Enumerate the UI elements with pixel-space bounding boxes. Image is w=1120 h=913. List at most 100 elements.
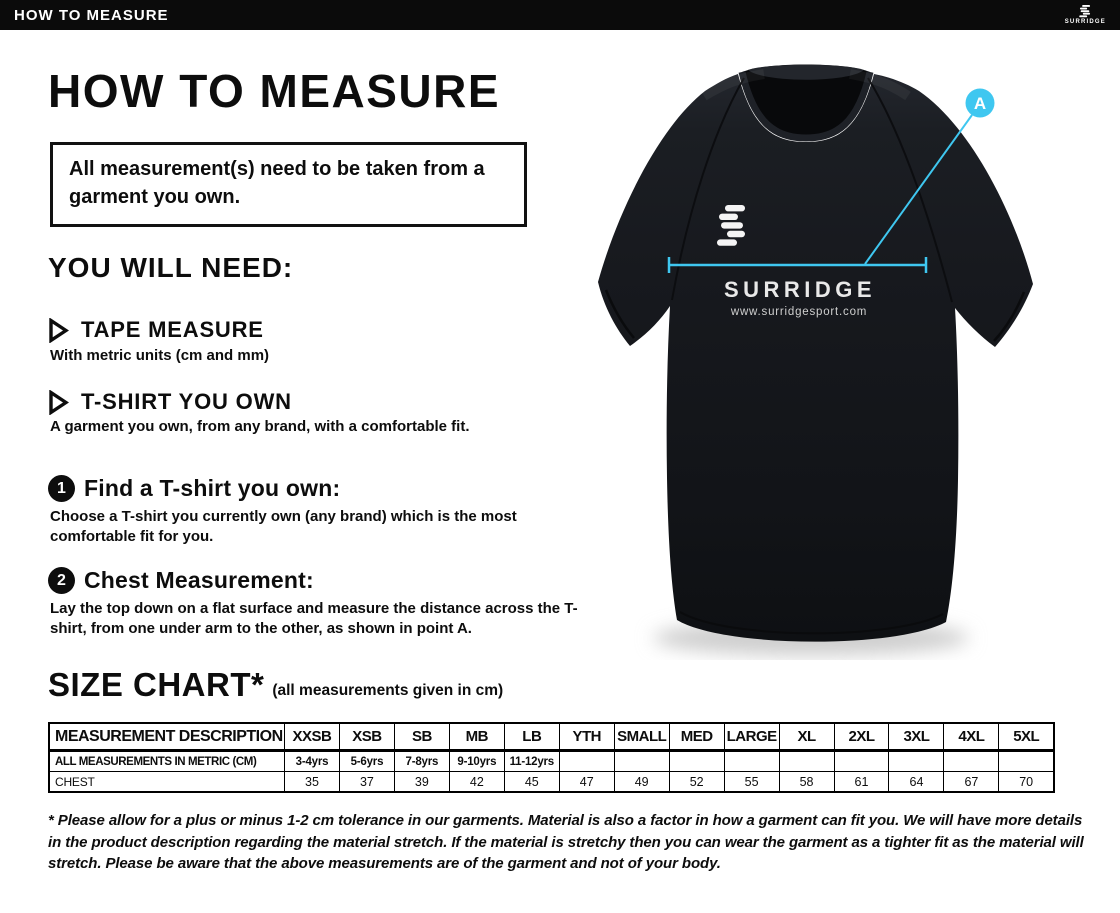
triangle-bullet-icon [49,389,69,415]
table-cell: 5-6yrs [338,750,395,772]
col-header-size: 2XL [833,722,890,752]
table-cell: 70 [998,771,1055,793]
table-cell [723,750,780,772]
table-cell: 9-10yrs [448,750,505,772]
shirt-body [598,74,1033,642]
step-1-title: Find a T-shirt you own: [84,475,341,501]
you-will-need-heading: YOU WILL NEED: [48,252,294,283]
col-header-size: 5XL [998,722,1055,752]
table-cell: 55 [723,771,780,793]
shirt-seam-right [867,77,953,303]
table-cell: 61 [833,771,890,793]
shirt-collar-opening [742,64,870,138]
step-2-number-badge: 2 [48,567,75,594]
table-cell: 64 [888,771,945,793]
size-chart-table-body: ALL MEASUREMENTS IN METRIC (CM) 3-4yrs 5-6… [48,750,1055,793]
col-header-size: XSB [338,722,395,752]
need-item-description: A garment you own, from any brand, with … [50,418,470,435]
table-cell: 45 [503,771,560,793]
need-item-title: TAPE MEASURE [81,317,264,342]
shirt-website-text: www.surridgesport.com [730,306,867,318]
table-cell: 11-12yrs [503,750,560,772]
col-header-size: LARGE [723,722,780,752]
step-2-description: Lay the top down on a flat surface and m… [50,600,578,637]
page-title: HOW TO MEASURE [48,65,501,117]
table-cell: 47 [558,771,615,793]
shirt-collar-rim [738,71,874,142]
col-header-size: XXSB [284,722,340,752]
table-cell: 42 [448,771,505,793]
step-2-title: Chest Measurement: [84,567,314,593]
col-header-size: MED [668,722,725,752]
tshirt-illustration: A SURRIDGE www.surridgesport.com [578,60,1120,660]
col-header-size: 4XL [943,722,1000,752]
step-1-number-badge: 1 [48,475,75,502]
table-cell: 67 [943,771,1000,793]
table-header-row: MEASUREMENT DESCRIPTION XXSB XSB SB MB LB YTH S… [48,722,1055,752]
tolerance-footnote: * Please allow for a plus or minus 1-2 c… [48,812,1084,873]
table-cell: 35 [284,771,340,793]
notice-box: All measurement(s) need to be taken from… [50,142,527,227]
marker-a-callout-line [864,114,973,265]
need-item-tshirt: T-SHIRT YOU OWN [48,389,292,415]
size-chart-table: MEASUREMENT DESCRIPTION XXSB XSB SB MB LB YTH S… [48,722,1055,793]
col-header-size: 3XL [888,722,945,752]
shirt-collar-back [748,64,864,80]
table-cell [613,750,670,772]
table-cell: ALL MEASUREMENTS IN METRIC (CM) [48,750,285,772]
table-cell: 39 [393,771,450,793]
col-header-size: MB [448,722,505,752]
table-cell [668,750,725,772]
table-row: CHEST 35 37 39 42 45 47 49 52 55 58 61 64 67 70 [48,771,1055,793]
surridge-wordmark: SURRIDGE [1064,19,1106,25]
shirt-seam-left [671,77,745,301]
marker-a-label: A [974,94,986,113]
table-cell: CHEST [48,771,285,793]
col-header-size: SB [393,722,450,752]
size-chart-title: SIZE CHART* [48,666,265,703]
col-header-size: LB [503,722,560,752]
notice-text: All measurement(s) need to be taken from… [69,158,485,208]
size-chart-heading: SIZE CHART* (all measurements given in c… [48,666,503,704]
table-row: ALL MEASUREMENTS IN METRIC (CM) 3-4yrs 5-6… [48,750,1055,772]
step-1-row: 1 Find a T-shirt you own: [48,475,340,502]
table-cell: 7-8yrs [393,750,450,772]
shoulder-highlight-left [701,69,765,101]
size-chart-subtitle: (all measurements given in cm) [272,682,504,699]
table-cell: 3-4yrs [284,750,340,772]
triangle-bullet-icon [49,317,69,343]
top-bar-title: HOW TO MEASURE [14,6,169,24]
table-cell [558,750,615,772]
need-item-description: With metric units (cm and mm) [50,347,270,364]
size-chart-table-head: MEASUREMENT DESCRIPTION XXSB XSB SB MB LB YTH S… [48,722,1055,752]
table-cell: 49 [613,771,670,793]
table-cell [778,750,835,772]
col-header-size: SMALL [613,722,670,752]
marker-a-circle [965,88,995,118]
shirt-cuff-left [604,289,635,339]
table-cell [888,750,945,772]
top-bar: HOW TO MEASURE SURRIDGE [0,0,1120,30]
table-cell [833,750,890,772]
table-cell: 37 [338,771,395,793]
col-header-size: XL [778,722,835,752]
table-cell [943,750,1000,772]
shirt-cuff-right [993,291,1026,342]
tshirt-svg: A SURRIDGE www.surridgesport.com [598,64,1033,656]
table-cell: 58 [778,771,835,793]
table-cell [998,750,1055,772]
shirt-s-logo [717,205,745,246]
surridge-logo: SURRIDGE [1065,5,1110,25]
need-item-tape-measure: TAPE MEASURE [48,317,264,343]
surridge-s-icon [1079,5,1091,18]
step-2-row: 2 Chest Measurement: [48,567,314,594]
shoulder-highlight-right [849,69,911,101]
shirt-brand-text: SURRIDGE [724,277,876,302]
need-item-title: T-SHIRT YOU OWN [81,389,292,414]
step-1-description: Choose a T-shirt you currently own (any … [50,508,517,545]
shirt-hem-seam [679,611,944,635]
chest-measure-line [667,257,928,273]
col-header-description: MEASUREMENT DESCRIPTION [48,722,285,752]
col-header-size: YTH [558,722,615,752]
table-cell: 52 [668,771,725,793]
